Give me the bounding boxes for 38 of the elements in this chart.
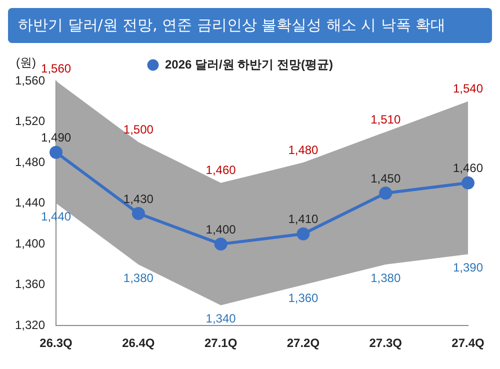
legend-label: 2026 달러/원 하반기 전망(평균) bbox=[164, 57, 334, 72]
x-tick-label: 26.4Q bbox=[122, 336, 155, 350]
y-tick-label: 1,360 bbox=[15, 277, 46, 292]
y-tick-label: 1,480 bbox=[15, 154, 46, 169]
y-tick-label: 1,440 bbox=[15, 196, 46, 210]
y-tick-label: 1,560 bbox=[15, 73, 46, 88]
x-tick-label: 27.4Q bbox=[452, 336, 484, 350]
chart-title: 하반기 달러/원 전망, 연준 금리인상 불확실성 해소 시 낙폭 확대 bbox=[8, 8, 492, 43]
y-tick-label: 1,520 bbox=[15, 114, 46, 128]
data-label: 1,410 bbox=[288, 212, 319, 226]
data-label: 1,400 bbox=[206, 222, 236, 236]
y-tick-label: 1,320 bbox=[15, 318, 46, 332]
point bbox=[132, 206, 145, 220]
point bbox=[379, 186, 392, 200]
x-tick-label: 27.2Q bbox=[286, 336, 320, 350]
data-label: 1,460 bbox=[452, 161, 484, 176]
point bbox=[296, 227, 310, 240]
annotation: 1,510 bbox=[370, 112, 401, 126]
annotation: 1,340 bbox=[206, 312, 236, 326]
point bbox=[50, 146, 63, 159]
annotation: 1,560 bbox=[41, 61, 72, 76]
annotation: 1,380 bbox=[370, 270, 401, 285]
data-label: 1,430 bbox=[123, 192, 154, 206]
annotation: 1,390 bbox=[452, 260, 484, 275]
annotation: 1,380 bbox=[123, 270, 154, 285]
y-axis-title: (원) bbox=[16, 55, 36, 70]
y-tick-label: 1,400 bbox=[15, 236, 46, 250]
annotation: 1,480 bbox=[288, 142, 319, 157]
annotation: 1,360 bbox=[288, 291, 319, 306]
annotation: 1,540 bbox=[452, 82, 484, 96]
point bbox=[214, 238, 228, 251]
x-tick-label: 26.3Q bbox=[40, 336, 72, 350]
annotation: 1,460 bbox=[206, 163, 236, 178]
x-tick-label: 27.3Q bbox=[369, 336, 402, 350]
point bbox=[462, 176, 474, 190]
annotation: 1,500 bbox=[123, 122, 154, 136]
x-tick-label: 27.1Q bbox=[204, 336, 238, 350]
data-label: 1,450 bbox=[370, 171, 401, 186]
